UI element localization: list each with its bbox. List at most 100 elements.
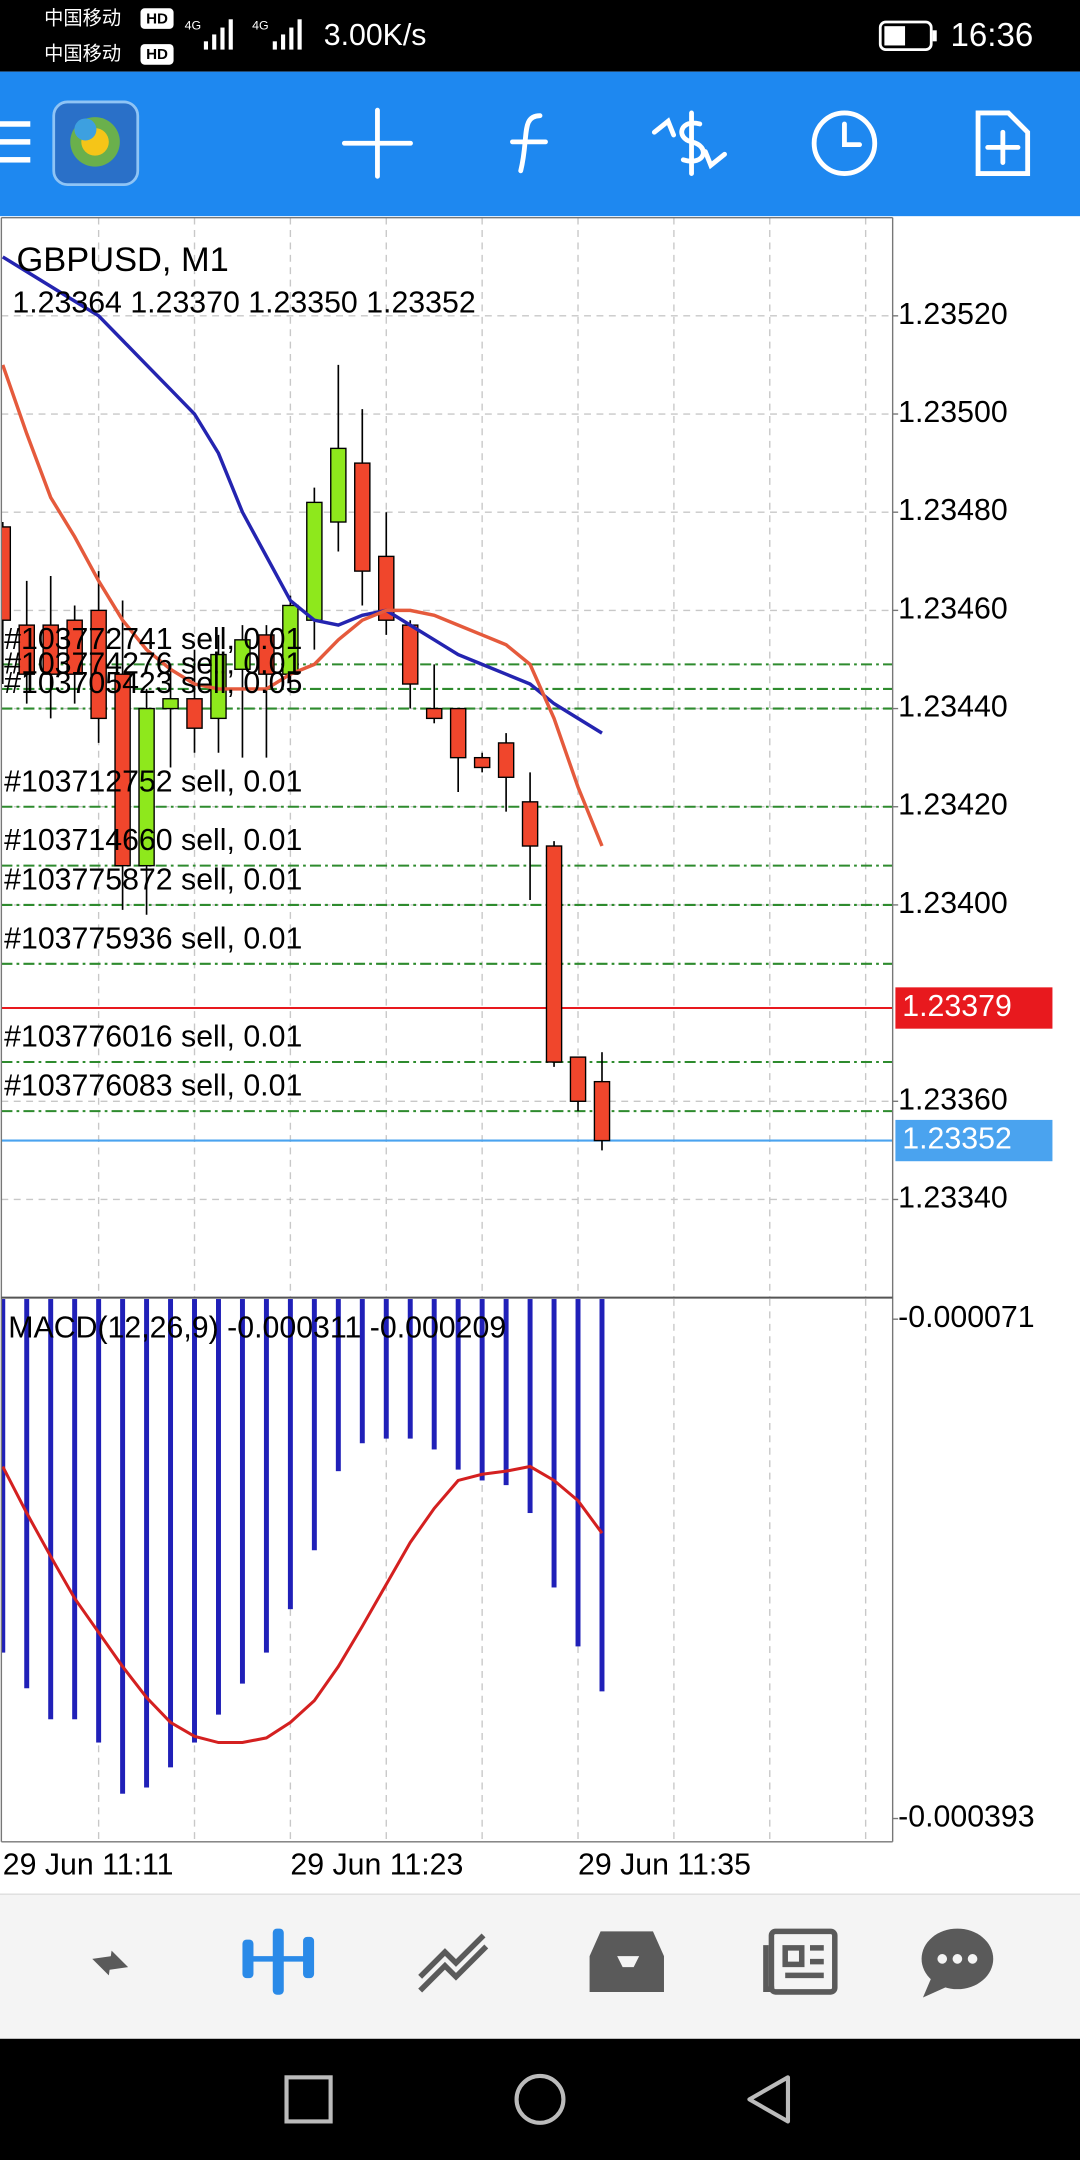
- candle-body: [593, 1080, 611, 1142]
- y-tick-label: 1.23360: [898, 1083, 1008, 1116]
- y-tick-label: 1.23520: [898, 298, 1008, 331]
- macd-bar: [239, 1299, 245, 1684]
- system-nav: [0, 2038, 1080, 2160]
- back-button[interactable]: [747, 2075, 791, 2124]
- battery-icon: [878, 20, 937, 51]
- new-order-button[interactable]: [975, 110, 1031, 176]
- macd-bar: [96, 1299, 102, 1743]
- macd-bar: [24, 1299, 30, 1689]
- x-tick-label: 29 Jun 11:35: [578, 1849, 751, 1882]
- macd-bar: [383, 1299, 389, 1439]
- y-tick-label: 1.23420: [898, 789, 1008, 822]
- macd-bar: [455, 1299, 461, 1470]
- app-icon[interactable]: [52, 100, 140, 186]
- macd-bar: [599, 1299, 605, 1692]
- candle-body: [306, 501, 323, 621]
- macd-bar: [575, 1299, 581, 1647]
- bottom-nav: [0, 1894, 1080, 2039]
- candle-body: [162, 698, 179, 710]
- menu-button[interactable]: [0, 121, 31, 163]
- signal-icon: [203, 19, 302, 50]
- price-tag-label: 1.23379: [902, 990, 1012, 1023]
- network-speed: 3.00K/s: [324, 19, 427, 52]
- crosshair-button[interactable]: [341, 107, 413, 179]
- trade-tab[interactable]: [418, 1933, 489, 1993]
- moving-average: [1, 364, 604, 847]
- y-tick-label: 1.23480: [898, 494, 1008, 527]
- x-tick-label: 29 Jun 11:23: [290, 1849, 463, 1882]
- order-label: #103775936 sell, 0.01: [4, 922, 302, 955]
- macd-bar: [216, 1299, 221, 1715]
- candle-body: [138, 707, 155, 867]
- recents-button[interactable]: [284, 2075, 333, 2124]
- trade-button[interactable]: [651, 110, 728, 176]
- candle-body: [377, 555, 395, 621]
- candle-body: [186, 698, 203, 729]
- clock: 16:36: [951, 17, 1034, 54]
- candle-body: [569, 1056, 587, 1102]
- chat-tab[interactable]: [921, 1928, 994, 1998]
- candle-body: [42, 624, 59, 675]
- candle-body: [234, 639, 251, 670]
- macd-bar: [407, 1299, 413, 1439]
- macd-bar: [287, 1299, 293, 1610]
- network: 4G: [185, 18, 202, 32]
- hd-badge: HD: [146, 46, 168, 63]
- x-tick-label: 29 Jun 11:11: [3, 1849, 174, 1882]
- macd-bar: [1, 1299, 6, 1653]
- carrier: 中国移动: [44, 7, 121, 29]
- macd-bar: [263, 1299, 269, 1653]
- plot-layer: [1, 217, 893, 1298]
- home-button[interactable]: [514, 2073, 566, 2125]
- order-label: #103705423 sell, 0.05: [4, 667, 302, 700]
- period-button[interactable]: [811, 110, 878, 176]
- candle-body: [66, 619, 83, 675]
- y-tick-label: -0.000071: [898, 1301, 1034, 1334]
- network: 4G: [252, 18, 269, 32]
- y-tick-label: 1.23400: [898, 887, 1008, 920]
- macd-bar: [311, 1299, 317, 1551]
- candle-body: [354, 462, 371, 572]
- signal-line: [1, 1464, 604, 1745]
- moving-average: [1, 255, 603, 735]
- order-label: #103712752 sell, 0.01: [4, 765, 302, 798]
- news-tab[interactable]: [763, 1928, 838, 1995]
- y-tick-label: 1.23460: [898, 592, 1008, 625]
- macd-bar: [120, 1299, 126, 1794]
- macd-panel: -0.000071 -0.000393: [1, 1299, 1035, 1842]
- hd-badge-bg: [140, 44, 174, 65]
- candle-body: [521, 801, 539, 847]
- price-tag: [895, 987, 1053, 1029]
- main-panel: 1.23520 1.23500 1.23480 1.23460 1.23440 1.234…: [1, 217, 1053, 1298]
- history-tab[interactable]: [589, 1931, 664, 1992]
- order-label: #103714660 sell, 0.01: [4, 824, 302, 857]
- y-tick-label: 1.23440: [898, 691, 1008, 724]
- hd-badge-bg: [140, 8, 174, 29]
- macd-bar: [192, 1299, 197, 1743]
- candle-body: [18, 624, 35, 675]
- macd-bar: [72, 1299, 78, 1720]
- y-tick-label: 1.23340: [898, 1181, 1008, 1214]
- order-label: #103776083 sell, 0.01: [4, 1070, 302, 1103]
- macd-title: MACD(12,26,9) -0.000311 -0.000209: [8, 1311, 506, 1344]
- macd-bar: [359, 1299, 365, 1444]
- macd-bar: [479, 1299, 485, 1481]
- macd-bar: [527, 1299, 533, 1514]
- candle-body: [258, 634, 275, 675]
- candle-body: [90, 609, 107, 720]
- chart-area: [0, 216, 1080, 1895]
- candle-body: [330, 447, 347, 523]
- chart-tab[interactable]: [242, 1928, 315, 1995]
- price-tag: [895, 1119, 1053, 1162]
- candle-body: [401, 624, 419, 685]
- plot-layer: [1, 1299, 867, 1842]
- candle-body: [473, 756, 491, 769]
- indicators-button[interactable]: [510, 113, 548, 174]
- candle-body: [1, 526, 12, 621]
- quotes-tab[interactable]: [75, 1934, 145, 1992]
- candle-body: [114, 673, 131, 867]
- chart-title: GBPUSD, M1: [17, 241, 229, 279]
- hd-badge: HD: [146, 10, 168, 27]
- macd-bar: [335, 1299, 341, 1472]
